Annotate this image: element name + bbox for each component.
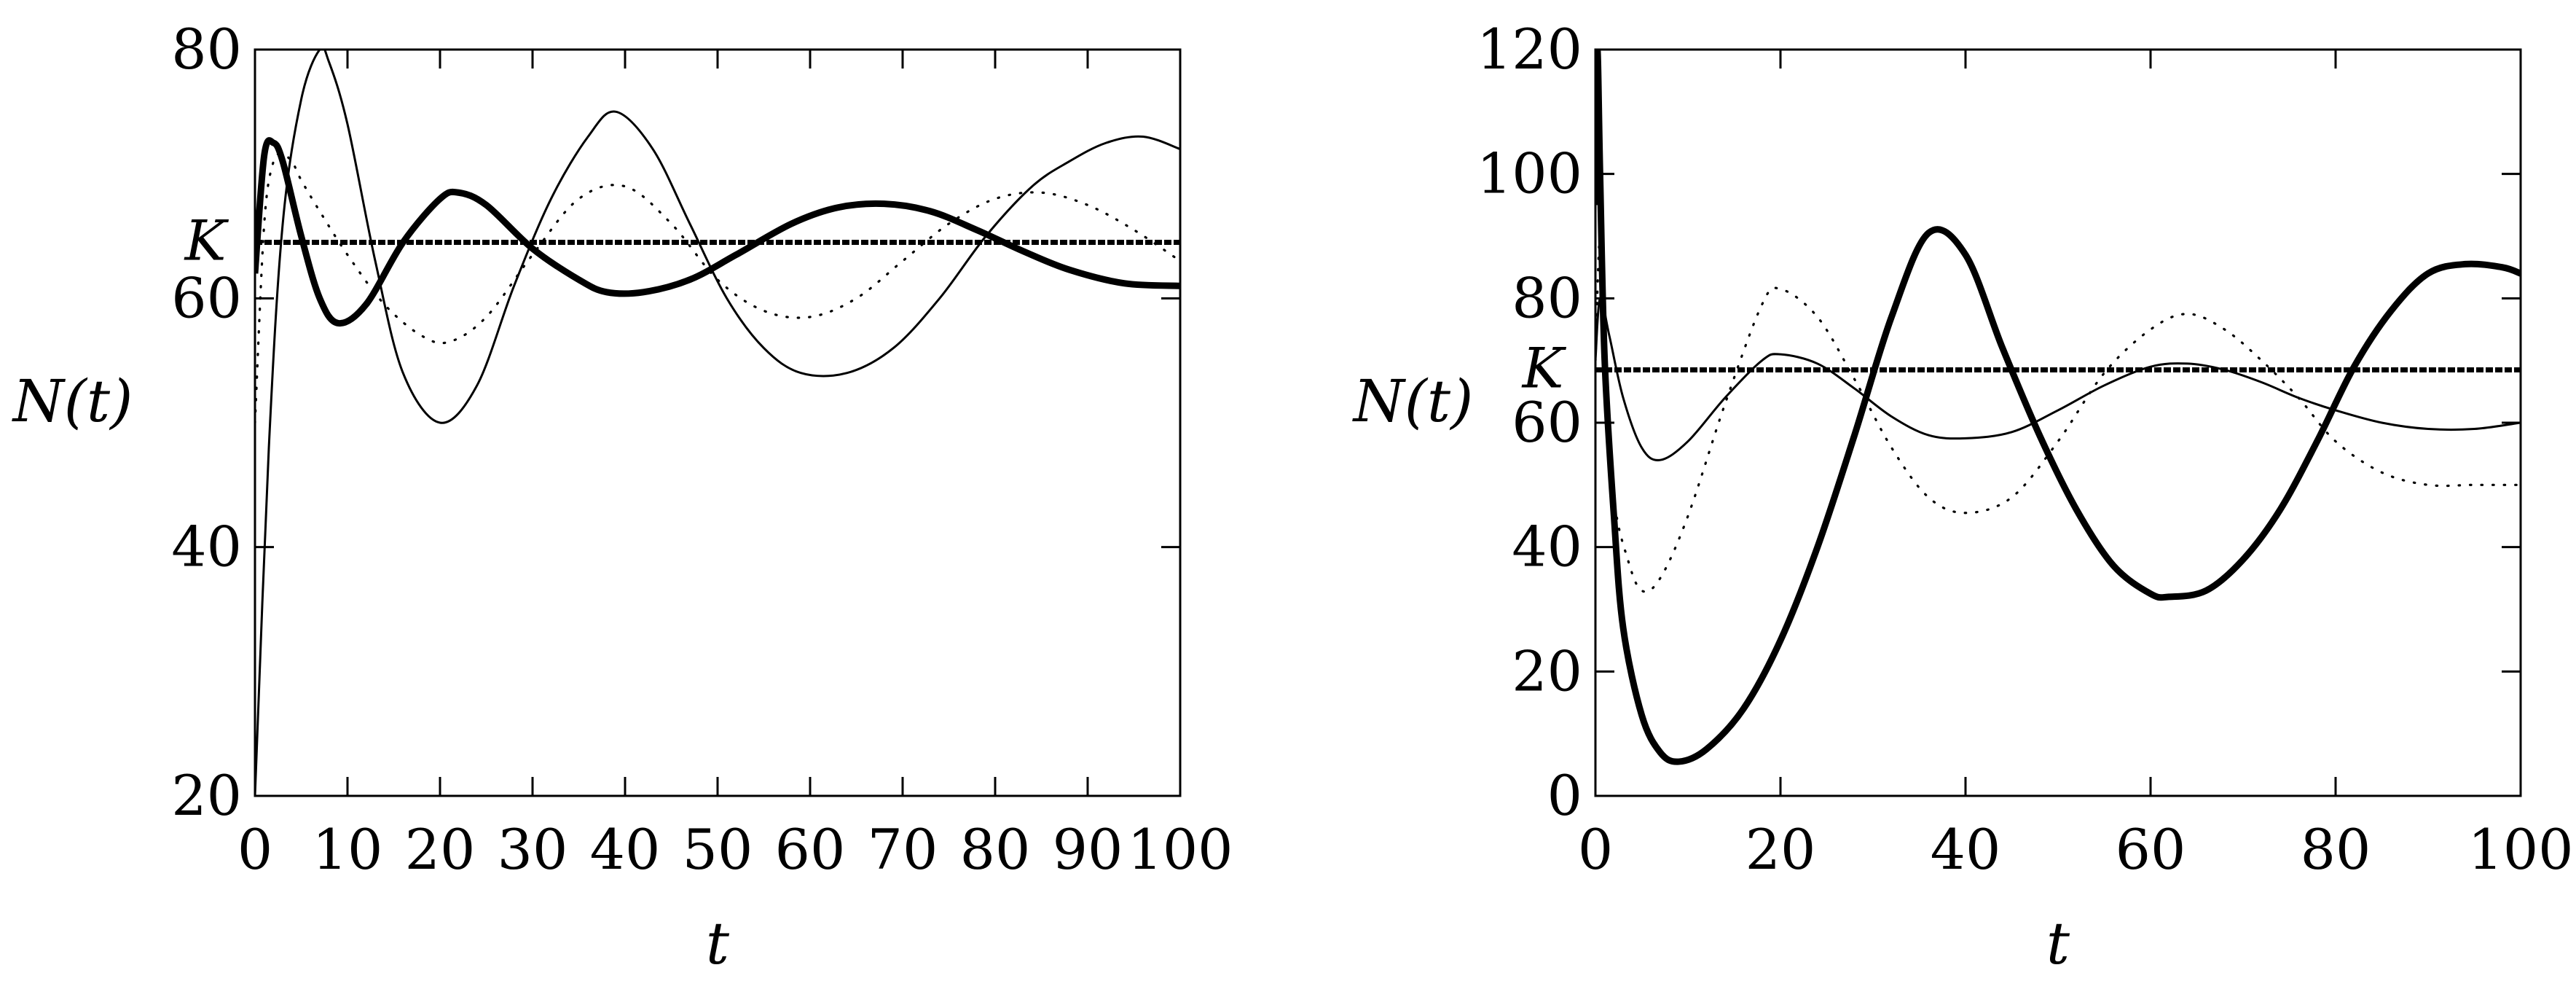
plot-frame bbox=[254, 48, 1182, 797]
x-tick-label: 20 bbox=[405, 817, 476, 882]
series-bold-line bbox=[1595, 50, 2521, 765]
x-tick-label: 50 bbox=[683, 817, 753, 882]
y-tick-label: 100 bbox=[1477, 141, 1582, 206]
x-axis-label: t bbox=[706, 910, 730, 977]
y-tick-label: 80 bbox=[1512, 265, 1582, 330]
right-chart: 0 20 40 60 80 100 0 20 40 60 80 100 120 Kt N(t) bbox=[1352, 17, 2574, 977]
y-tick-label: 80 bbox=[171, 17, 242, 82]
y-axis-label: N(t) bbox=[12, 367, 133, 435]
y-axis-label: N(t) bbox=[1352, 367, 1474, 435]
left-chart: 0 10 20 30 40 50 60 70 80 90 100 20 40 60 80 Kt N(t) bbox=[12, 17, 1233, 977]
x-tick-label: 100 bbox=[1127, 817, 1233, 882]
series-bold-line bbox=[255, 137, 1180, 327]
x-tick-label: 60 bbox=[775, 817, 846, 882]
x-tick-label: 40 bbox=[1931, 817, 2001, 882]
y-tick-label: 120 bbox=[1477, 17, 1582, 82]
x-tick-label: 90 bbox=[1053, 817, 1123, 882]
k-annotation-label: K bbox=[184, 208, 229, 273]
x-axis-label: t bbox=[2046, 910, 2070, 977]
series-dotted-line bbox=[1595, 235, 2521, 593]
y-tick-label: 0 bbox=[1547, 763, 1582, 828]
y-tick-label: 40 bbox=[171, 515, 242, 579]
x-tick-label: 80 bbox=[2301, 817, 2371, 882]
x-tick-label: 0 bbox=[237, 817, 272, 882]
x-tick-label: 10 bbox=[313, 817, 383, 882]
y-tick-label: 40 bbox=[1512, 515, 1582, 579]
y-tick-label: 60 bbox=[1512, 390, 1582, 455]
y-tick-label: 20 bbox=[171, 763, 242, 828]
y-tick-label: 60 bbox=[171, 265, 242, 330]
x-tick-label: 40 bbox=[590, 817, 661, 882]
series-dotted-line bbox=[255, 152, 1180, 424]
x-tick-label: 20 bbox=[1746, 817, 1816, 882]
plot-area bbox=[255, 50, 1180, 796]
plot-area bbox=[1595, 50, 2521, 765]
x-tick-label: 80 bbox=[960, 817, 1031, 882]
y-tick-label: 20 bbox=[1512, 638, 1582, 703]
x-tick-label: 100 bbox=[2467, 817, 2573, 882]
x-tick-label: 0 bbox=[1578, 817, 1613, 882]
series-thin-line bbox=[255, 50, 1180, 796]
k-annotation-label: K bbox=[1521, 335, 1567, 400]
x-tick-label: 30 bbox=[498, 817, 568, 882]
series-thin-line bbox=[1595, 297, 2521, 461]
x-tick-label: 70 bbox=[868, 817, 938, 882]
x-tick-label: 60 bbox=[2116, 817, 2186, 882]
